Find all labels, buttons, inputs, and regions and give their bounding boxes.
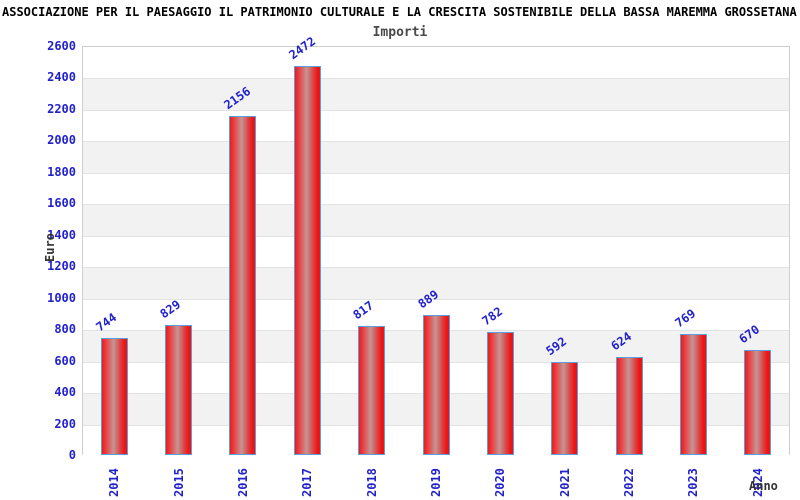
chart-title: ASSOCIAZIONE PER IL PAESAGGIO IL PATRIMO… (2, 5, 800, 19)
chart-subtitle: Importi (372, 25, 428, 40)
y-tick-label: 600 (54, 353, 76, 368)
bar-2017 (293, 66, 321, 455)
y-tick-label: 400 (54, 385, 76, 400)
bar-2016 (229, 115, 257, 455)
gridline (83, 204, 789, 206)
y-tick-label: 1600 (47, 196, 76, 211)
y-tick-label: 0 (68, 448, 76, 462)
y-tick-label: 2200 (47, 101, 76, 116)
x-tick-label: 2020 (493, 468, 508, 497)
y-tick-label: 1000 (47, 290, 76, 305)
x-tick-label: 2015 (171, 468, 186, 497)
plot-band (83, 78, 789, 110)
bar-2023 (679, 334, 707, 455)
gridline (83, 267, 789, 269)
x-tick-label: 2016 (235, 468, 250, 497)
y-tick-label: 200 (54, 416, 76, 431)
y-tick-label: 800 (54, 322, 76, 337)
x-tick-label: 2023 (686, 468, 701, 497)
x-tick-label: 2021 (557, 468, 572, 497)
gridline (83, 109, 789, 111)
y-tick-label: 2600 (47, 39, 76, 53)
plot-band (83, 47, 789, 79)
bar-2015 (165, 324, 193, 455)
plot-band (83, 172, 789, 205)
gridline (83, 141, 789, 143)
bar-2022 (615, 356, 643, 455)
gridline (83, 235, 789, 237)
gridline (83, 172, 789, 174)
bar-2014 (100, 337, 128, 455)
plot-band (83, 204, 789, 236)
y-tick-label: 2000 (47, 133, 76, 148)
y-tick-label: 1200 (47, 259, 76, 274)
y-tick-label: 2400 (47, 70, 76, 85)
x-tick-label: 2019 (429, 468, 443, 497)
plot-band (83, 235, 789, 268)
bar-2020 (486, 331, 514, 455)
x-tick-label: 2018 (364, 468, 379, 497)
bar-2024 (744, 349, 772, 455)
gridline (83, 78, 789, 80)
plot-band (83, 267, 789, 299)
x-tick-label: 2014 (107, 468, 122, 497)
bar-2019 (422, 315, 450, 455)
x-axis-title: Anno (749, 479, 778, 493)
gridline (83, 298, 789, 300)
plot-band (83, 141, 789, 173)
y-tick-label: 1800 (47, 164, 76, 179)
x-tick-label: 2017 (300, 468, 315, 497)
bar-2018 (358, 326, 386, 455)
y-axis-title: Euro (43, 233, 57, 262)
plot-band (83, 109, 789, 142)
x-tick-label: 2022 (622, 468, 637, 497)
bar-2021 (551, 361, 579, 455)
y-tick-label: 1400 (47, 227, 76, 242)
